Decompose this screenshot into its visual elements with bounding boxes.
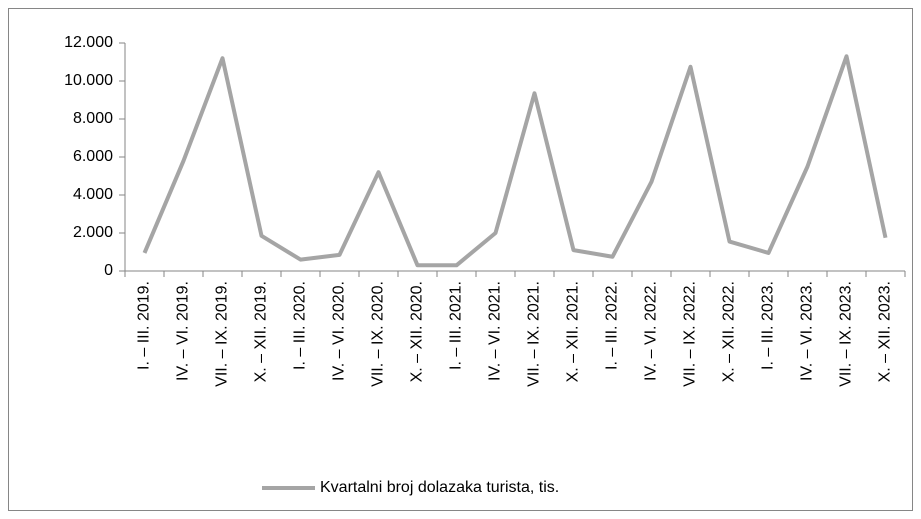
x-tick-label: I. – III. 2022. — [604, 281, 621, 370]
x-tick-label: VII. – IX. 2022. — [682, 281, 699, 387]
legend-label: Kvartalni broj dolazaka turista, tis. — [320, 479, 559, 496]
x-tick-label: X. – XII. 2019. — [253, 281, 270, 382]
x-tick-label: IV. – VI. 2022. — [643, 281, 660, 381]
x-tick-label: I. – III. 2020. — [292, 281, 309, 370]
x-tick-label: VII. – IX. 2020. — [370, 281, 387, 387]
series-line — [142, 54, 888, 268]
y-tick-label: 0 — [104, 262, 113, 279]
x-tick-label: X. – XII. 2023. — [877, 281, 894, 382]
x-tick-label: VII. – IX. 2019. — [214, 281, 231, 387]
x-tick-label: X. – XII. 2021. — [565, 281, 582, 382]
y-tick-label: 4.000 — [73, 186, 113, 203]
x-tick-label: IV. – VI. 2019. — [175, 281, 192, 381]
y-tick-label: 6.000 — [73, 148, 113, 165]
x-tick-label: I. – III. 2019. — [136, 281, 153, 370]
x-tick-label: IV. – VI. 2023. — [799, 281, 816, 381]
x-tick-label: X. – XII. 2022. — [721, 281, 738, 382]
x-tick-label: IV. – VI. 2020. — [331, 281, 348, 381]
x-tick-label: X. – XII. 2020. — [409, 281, 426, 382]
x-tick-label: VII. – IX. 2021. — [526, 281, 543, 387]
y-tick-label: 12.000 — [64, 34, 113, 51]
y-tick-label: 10.000 — [64, 72, 113, 89]
x-tick-label: I. – III. 2023. — [760, 281, 777, 370]
y-tick-label: 2.000 — [73, 224, 113, 241]
x-tick-label: IV. – VI. 2021. — [487, 281, 504, 381]
y-tick-label: 8.000 — [73, 110, 113, 127]
x-tick-label: VII. – IX. 2023. — [838, 281, 855, 387]
x-tick-label: I. – III. 2021. — [448, 281, 465, 370]
